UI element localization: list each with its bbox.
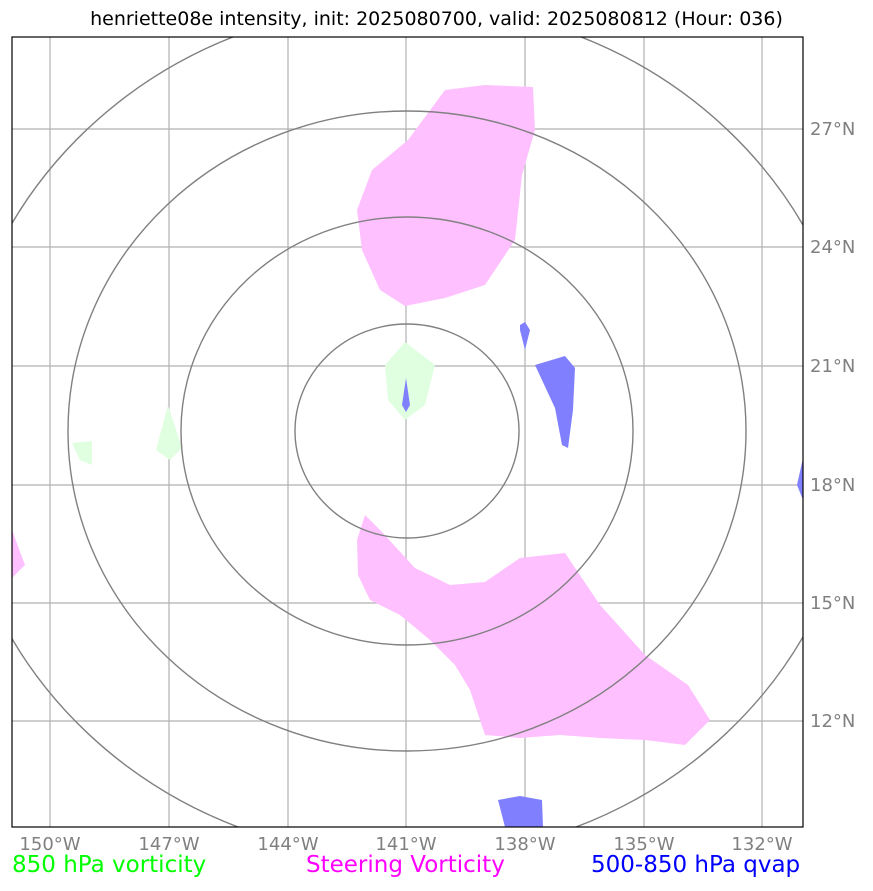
map-title: henriette08e intensity, init: 2025080700… xyxy=(90,8,783,30)
lat-label: 24°N xyxy=(810,237,855,258)
vorticity-850-fill xyxy=(72,342,435,465)
legend-steering-vorticity: Steering Vorticity xyxy=(306,852,505,878)
lon-label: 147°W xyxy=(138,834,199,855)
lat-label: 12°N xyxy=(810,711,855,732)
lon-label: 132°W xyxy=(731,834,792,855)
lat-label: 18°N xyxy=(810,475,855,496)
lat-label: 27°N xyxy=(810,119,855,140)
lat-label: 21°N xyxy=(810,356,855,377)
lon-label: 150°W xyxy=(19,834,80,855)
lon-label: 138°W xyxy=(494,834,555,855)
qvap-fill xyxy=(402,322,803,827)
lon-label: 144°W xyxy=(257,834,318,855)
legend-850-vorticity: 850 hPa vorticity xyxy=(12,852,207,878)
lon-label: 141°W xyxy=(375,834,436,855)
longitude-labels: 150°W 147°W 144°W 141°W 138°W 135°W 132°… xyxy=(19,834,792,855)
latitude-labels: 27°N 24°N 21°N 18°N 15°N 12°N xyxy=(810,119,855,732)
steering-vorticity-fill xyxy=(12,85,710,745)
range-rings xyxy=(12,37,803,827)
lat-label: 15°N xyxy=(810,593,855,614)
legend-qvap: 500-850 hPa qvap xyxy=(591,852,801,878)
lon-label: 135°W xyxy=(613,834,674,855)
plot-frame xyxy=(11,36,804,828)
